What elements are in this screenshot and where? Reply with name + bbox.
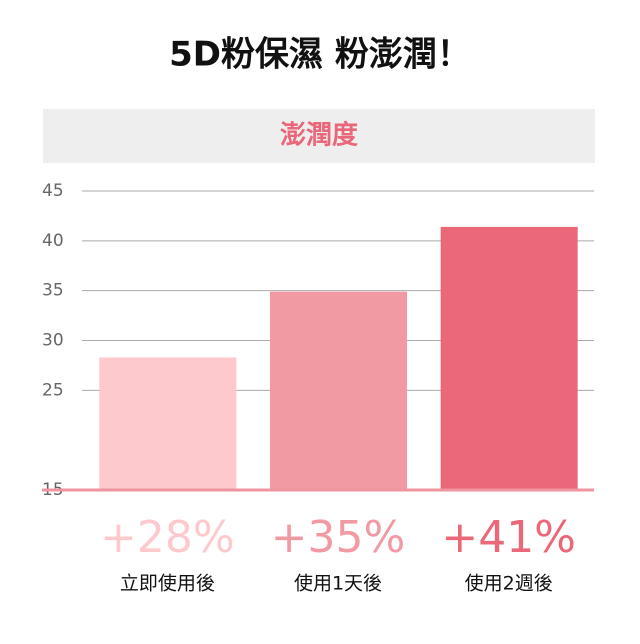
value-label: +28% <box>100 512 235 563</box>
x-tick-label: 使用1天後 <box>294 573 382 595</box>
y-tick-label: 25 <box>42 380 64 400</box>
subtitle-band <box>43 109 595 163</box>
bar <box>270 291 407 490</box>
y-tick-label: 45 <box>42 181 64 201</box>
x-tick-label: 使用2週後 <box>465 573 553 595</box>
chart-subtitle: 澎潤度 <box>280 120 358 151</box>
y-tick-label: 35 <box>42 281 64 301</box>
value-label: +41% <box>441 512 576 563</box>
y-tick-label: 30 <box>42 331 64 351</box>
chart-title: 5D粉保濕 粉澎潤！ <box>169 35 471 75</box>
bar <box>440 226 578 490</box>
x-tick-label: 立即使用後 <box>120 573 215 595</box>
bar <box>99 357 237 490</box>
y-tick-label: 40 <box>42 231 64 251</box>
value-label: +35% <box>271 512 406 563</box>
